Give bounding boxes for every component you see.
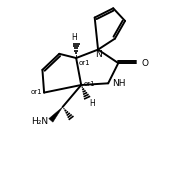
Text: NH: NH xyxy=(112,79,126,88)
Text: or1: or1 xyxy=(31,89,42,95)
Polygon shape xyxy=(49,107,63,122)
Text: O: O xyxy=(141,59,148,68)
Text: H: H xyxy=(89,99,95,108)
Text: H₂N: H₂N xyxy=(31,117,48,126)
Text: N: N xyxy=(95,50,101,59)
Text: or1: or1 xyxy=(78,60,90,66)
Text: or1: or1 xyxy=(83,81,95,87)
Text: H: H xyxy=(72,33,77,42)
